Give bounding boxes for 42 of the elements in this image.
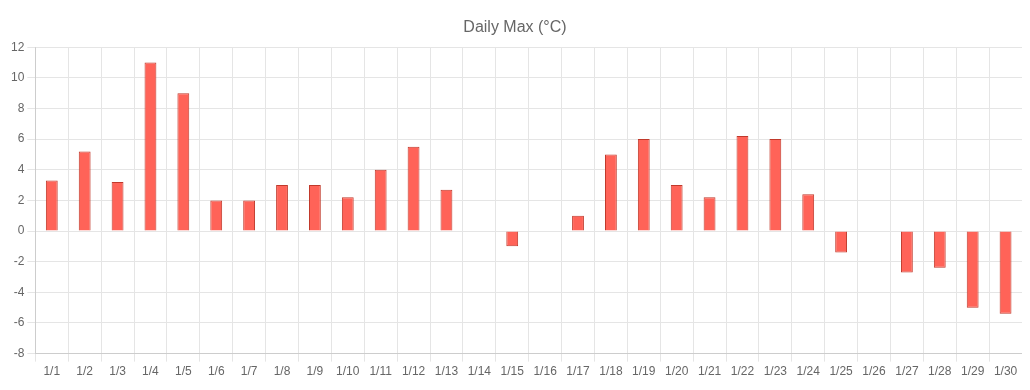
x-tick-label: 1/16: [533, 364, 558, 379]
x-tick-label: 1/29: [960, 364, 985, 379]
y-tick-label: 8: [17, 100, 25, 115]
y-tick-label: -4: [13, 284, 25, 299]
x-tick-label: 1/9: [306, 364, 324, 379]
y-tick-label: 4: [17, 162, 25, 177]
x-tick-label: 1/5: [175, 364, 193, 379]
chart-title: Daily Max (°C): [463, 18, 567, 36]
x-tick-label: 1/3: [109, 364, 127, 379]
y-tick-label: -8: [13, 345, 25, 360]
y-tick-label: 10: [10, 70, 25, 85]
x-tick-label: 1/22: [730, 364, 755, 379]
x-tick-label: 1/21: [697, 364, 722, 379]
y-tick-label: 12: [10, 39, 25, 54]
x-tick-label: 1/14: [467, 364, 492, 379]
x-tick-label: 1/28: [928, 364, 952, 379]
x-tick-label: 1/6: [207, 364, 225, 379]
y-tick-label: 2: [17, 192, 25, 207]
x-tick-label: 1/2: [76, 364, 94, 379]
x-tick-label: 1/11: [369, 364, 393, 379]
x-tick-label: 1/19: [632, 364, 656, 379]
y-tick-label: -2: [13, 253, 25, 268]
x-tick-label: 1/15: [500, 364, 525, 379]
x-tick-label: 1/17: [566, 364, 591, 379]
x-tick-label: 1/12: [401, 364, 426, 379]
y-tick-label: -6: [13, 315, 25, 330]
x-tick-label: 1/27: [895, 364, 919, 379]
x-tick-label: 1/13: [434, 364, 459, 379]
x-tick-label: 1/8: [273, 364, 291, 379]
x-tick-label: 1/10: [336, 364, 360, 379]
x-tick-label: 1/4: [142, 364, 160, 379]
x-tick-label: 1/24: [796, 364, 821, 379]
x-tick-label: 1/20: [664, 364, 689, 379]
x-tick-label: 1/7: [240, 364, 258, 379]
x-tick-label: 1/25: [829, 364, 854, 379]
y-tick-label: 6: [17, 131, 25, 146]
x-tick-label: 1/30: [993, 364, 1018, 379]
x-tick-label: 1/23: [763, 364, 788, 379]
x-tick-label: 1/1: [43, 364, 61, 379]
y-tick-label: 0: [17, 223, 25, 238]
x-tick-label: 1/18: [599, 364, 623, 379]
x-tick-label: 1/26: [862, 364, 886, 379]
